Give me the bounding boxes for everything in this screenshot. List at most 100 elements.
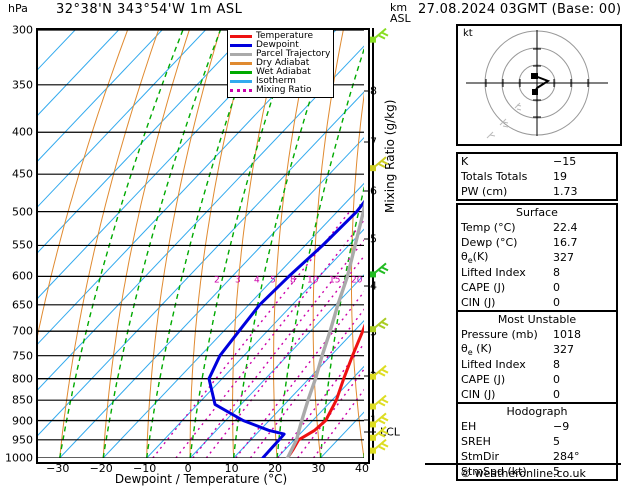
- temp-tick-30: 30: [311, 462, 326, 475]
- model-run-title: 27.08.2024 03GMT (Base: 00): [418, 2, 622, 17]
- row-key: Pressure (mb): [461, 328, 538, 341]
- row-value: 0: [553, 388, 560, 401]
- skewt-canvas: 2345810152025: [38, 30, 364, 458]
- altitude-tickmark-2: [364, 375, 370, 377]
- row-value: 8: [553, 358, 560, 371]
- altitude-tickmark-5: [364, 238, 370, 240]
- pressure-tick-650: 650: [12, 298, 33, 312]
- pressure-tick-750: 750: [12, 349, 33, 363]
- pressure-unit-label: hPa: [8, 2, 28, 15]
- legend-swatch-icon: [230, 44, 252, 47]
- lcl-label: LCL: [380, 425, 400, 439]
- hodograph-table: Hodograph EH −9 SREH 5 StmDir 284° StmSpd (kt) 5: [456, 402, 618, 481]
- legend-item-temperature: Temperature: [230, 32, 330, 41]
- footer-divider: [425, 463, 621, 465]
- legend-label: Dry Adiabat: [256, 58, 310, 68]
- pressure-axis-labels: 300 350 400 450 500 550 600 650 700 750 800 850 900 9…: [0, 24, 33, 465]
- row-value: 0: [553, 296, 560, 309]
- svg-text:20: 20: [351, 275, 363, 285]
- legend-label: Isotherm: [256, 76, 296, 86]
- row-key: SREH: [461, 435, 491, 448]
- hodograph-panel: kt: [456, 24, 622, 146]
- table-row: CIN (J) 0: [458, 387, 616, 402]
- legend-swatch-icon: [230, 53, 252, 56]
- table-title: Hodograph: [506, 405, 568, 418]
- row-value: 1018: [553, 328, 581, 341]
- most-unstable-table: Most Unstable Pressure (mb) 1018 θe (K) 327 L…: [456, 310, 618, 404]
- table-row: Lifted Index 8: [458, 357, 616, 372]
- svg-text:15: 15: [329, 275, 340, 285]
- altitude-unit-asl: ASL: [390, 12, 411, 25]
- legend-swatch-icon: [230, 89, 252, 92]
- table-row: StmDir 284°: [458, 449, 616, 464]
- row-value: 8: [553, 266, 560, 279]
- row-key: Totals Totals: [461, 170, 528, 183]
- row-key: θe(K): [461, 249, 489, 266]
- row-key: StmDir: [461, 450, 500, 463]
- legend-item-mixing-ratio: Mixing Ratio: [230, 86, 330, 95]
- altitude-tickmark-7: [364, 141, 370, 143]
- table-title: Surface: [516, 206, 558, 219]
- table-row: EH −9: [458, 419, 616, 434]
- row-value: 5: [553, 465, 560, 478]
- temp-tick--20: −20: [89, 462, 113, 475]
- pressure-tick-450: 450: [12, 167, 33, 181]
- svg-text:3: 3: [235, 275, 241, 285]
- row-value: 1.73: [553, 185, 578, 198]
- table-row: Totals Totals 19: [458, 169, 616, 184]
- legend-label: Wet Adiabat: [256, 67, 311, 77]
- hodograph-unit-label: kt: [463, 28, 473, 39]
- altitude-tickmark-3: [364, 331, 370, 333]
- legend: Temperature Dewpoint Parcel Trajectory Dry …: [227, 29, 335, 98]
- table-row: CIN (J) 0: [458, 295, 616, 310]
- row-value: 19: [553, 170, 567, 183]
- table-row: SREH 5: [458, 434, 616, 449]
- wind-barb-column: [366, 27, 396, 460]
- temp-tick-20: 20: [268, 462, 283, 475]
- svg-text:4: 4: [254, 275, 260, 285]
- pressure-tick-700: 700: [12, 324, 33, 338]
- row-key: Temp (°C): [461, 221, 516, 234]
- temp-tick--30: −30: [46, 462, 70, 475]
- table-row: θe (K) 327: [458, 342, 616, 357]
- pressure-tick-1000: 1000: [5, 451, 33, 465]
- hodograph-canvas: [466, 30, 608, 139]
- table-row: K −15: [458, 154, 616, 169]
- pressure-tick-550: 550: [12, 238, 33, 252]
- row-key: CIN (J): [461, 388, 496, 401]
- altitude-tickmark-1: [364, 419, 370, 421]
- row-key: EH: [461, 420, 477, 433]
- row-key: CAPE (J): [461, 281, 506, 294]
- table-title: Most Unstable: [497, 313, 577, 326]
- pressure-tick-900: 900: [12, 414, 33, 428]
- row-key: StmSpd (kt): [461, 465, 527, 478]
- svg-text:2: 2: [214, 275, 220, 285]
- row-key: CIN (J): [461, 296, 496, 309]
- temperature-axis-labels: −30 −20 −10 0 10 20 30 40: [36, 462, 369, 476]
- legend-item-dry-adiabat: Dry Adiabat: [230, 59, 330, 68]
- row-key: K: [461, 155, 469, 168]
- legend-swatch-icon: [230, 80, 252, 83]
- row-value: 327: [553, 343, 574, 356]
- pressure-tick-850: 850: [12, 393, 33, 407]
- indices-table: K −15 Totals Totals 19 PW (cm) 1.73: [456, 152, 618, 201]
- surface-table: Surface Temp (°C) 22.4 Dewp (°C) 16.7 θe(K) 32…: [456, 203, 618, 312]
- table-row: Pressure (mb) 1018: [458, 327, 616, 342]
- pressure-tick-400: 400: [12, 125, 33, 139]
- legend-item-parcel-trajectory: Parcel Trajectory: [230, 50, 330, 59]
- footer-attribution: © weatheronline.co.uk: [460, 467, 586, 480]
- row-key: Dewp (°C): [461, 236, 518, 249]
- pressure-tick-950: 950: [12, 433, 33, 447]
- pressure-tick-600: 600: [12, 269, 33, 283]
- skewt-plot: 2345810152025: [36, 28, 370, 464]
- svg-text:10: 10: [307, 275, 319, 285]
- table-row: Lifted Index 8: [458, 265, 616, 280]
- altitude-unit-label: km ASL: [390, 2, 411, 24]
- table-row: CAPE (J) 0: [458, 280, 616, 295]
- table-row: Dewp (°C) 16.7: [458, 235, 616, 250]
- legend-label: Parcel Trajectory: [256, 49, 331, 59]
- legend-label: Dewpoint: [256, 40, 299, 50]
- altitude-unit-km: km: [390, 1, 408, 14]
- table-row: PW (cm) 1.73: [458, 184, 616, 199]
- table-row: θe(K) 327: [458, 250, 616, 265]
